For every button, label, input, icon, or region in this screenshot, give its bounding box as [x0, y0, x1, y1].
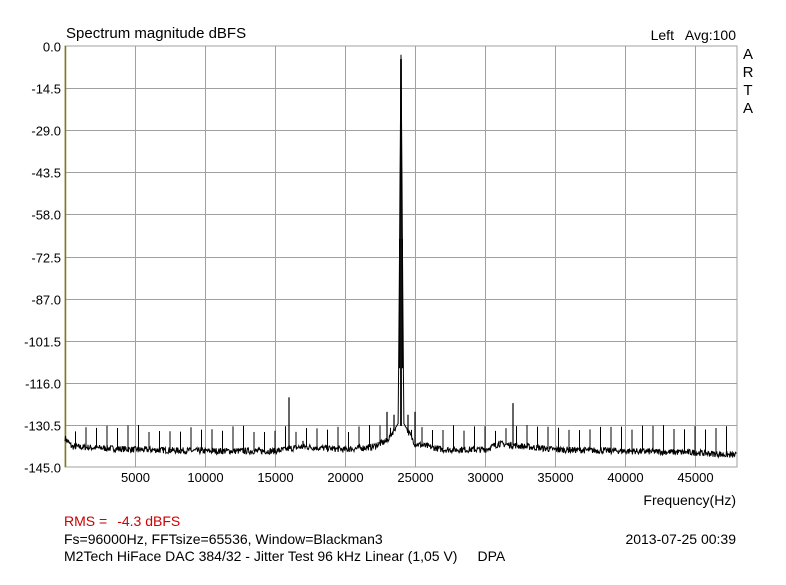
- rms-readout: RMS = -4.3 dBFS: [64, 513, 180, 529]
- x-tick-label: 20000: [327, 470, 363, 485]
- fft-settings: Fs=96000Hz, FFTsize=65536, Window=Blackm…: [64, 531, 383, 547]
- x-tick-label: 30000: [467, 470, 503, 485]
- y-tick-label: -43.5: [31, 166, 61, 181]
- chart-title: Spectrum magnitude dBFS: [66, 25, 247, 42]
- logo-letter: A: [742, 46, 753, 63]
- x-tick-label: 10000: [187, 470, 223, 485]
- rms-value: -4.3 dBFS: [117, 513, 181, 529]
- timestamp: 2013-07-25 00:39: [625, 531, 736, 547]
- device-tag: DPA: [477, 548, 506, 564]
- rms-label: RMS =: [64, 513, 108, 529]
- y-tick-label: -29.0: [31, 124, 61, 139]
- channel-label: Left: [650, 27, 674, 43]
- y-tick-label: -58.0: [31, 208, 61, 223]
- y-tick-label: -72.5: [31, 251, 61, 266]
- averaging-label: Avg:100: [684, 27, 736, 43]
- header-status: Left Avg:100: [651, 27, 736, 43]
- y-tick-label: 0.0: [43, 40, 61, 55]
- logo-letter: A: [742, 100, 753, 117]
- y-tick-label: -101.5: [24, 335, 61, 350]
- y-tick-label: -130.5: [24, 419, 61, 434]
- logo-letter: T: [743, 82, 753, 99]
- x-tick-label: 25000: [397, 470, 433, 485]
- x-tick-label: 45000: [677, 470, 713, 485]
- arta-logo: A R T A: [741, 46, 755, 118]
- x-tick-label: 40000: [607, 470, 643, 485]
- measurement-description: M2Tech HiFace DAC 384/32 - Jitter Test 9…: [64, 548, 505, 564]
- device-name: M2Tech HiFace DAC 384/32 - Jitter Test 9…: [64, 548, 458, 564]
- y-tick-label: -145.0: [24, 461, 61, 476]
- x-tick-label: 5000: [121, 470, 150, 485]
- y-tick-label: -14.5: [31, 82, 61, 97]
- x-axis-label: Frequency(Hz): [643, 492, 736, 508]
- x-tick-label: 35000: [537, 470, 573, 485]
- y-tick-label: -87.0: [31, 293, 61, 308]
- x-tick-label: 15000: [257, 470, 293, 485]
- y-tick-label: -116.0: [25, 377, 61, 392]
- logo-letter: R: [742, 64, 754, 81]
